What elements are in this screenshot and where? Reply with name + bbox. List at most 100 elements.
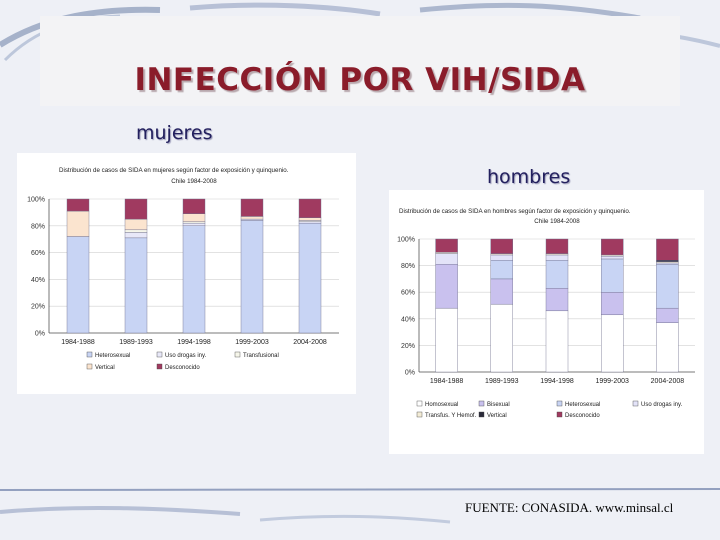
men-y-tick-label: 20%	[401, 343, 415, 350]
men-bar-segment-heterosexual-1989-1993	[490, 260, 514, 280]
label-women: mujeres	[136, 122, 213, 144]
women-x-tick-label: 1984-1988	[61, 339, 95, 346]
women-legend-label: Uso drogas iny.	[165, 353, 207, 359]
slide-title: INFECCIÓN POR VIH/SIDA	[134, 62, 586, 98]
women-bar-segment-transfusional-1989-1993	[124, 229, 148, 233]
women-bar-segment-vertical-1984-1988	[66, 210, 90, 237]
men-bar-segment-desconocido-1989-1993	[490, 238, 514, 254]
men-legend-swatch	[416, 411, 423, 418]
women-legend-swatch	[234, 351, 241, 358]
men-bar-segment-homosexual-2004-2008	[656, 322, 679, 373]
men-bar-segment-desconocido-1994-1998	[545, 238, 569, 254]
men-legend-label: Uso drogas iny.	[641, 402, 683, 408]
men-bar-segment-heterosexual-1999-2003	[600, 258, 624, 293]
women-bar-segment-desconocido-1999-2003	[240, 198, 264, 217]
men-legend-swatch	[416, 400, 423, 407]
women-y-tick-label: 0%	[35, 331, 45, 338]
men-bar-segment-heterosexual-1994-1998	[545, 260, 569, 289]
men-x-tick-label: 1999-2003	[595, 378, 629, 385]
men-x-tick-label: 2004-2008	[651, 378, 685, 385]
men-bar-segment-homosexual-1994-1998	[545, 310, 569, 373]
men-legend-swatch	[632, 400, 639, 407]
women-legend-swatch	[156, 351, 163, 358]
men-chart-title: Distribución de casos de SIDA en hombres…	[399, 208, 631, 215]
women-chart-subtitle: Chile 1984-2008	[171, 178, 217, 185]
women-y-tick-label: 60%	[31, 250, 45, 257]
men-legend-label: Vertical	[487, 413, 507, 419]
women-bar-segment-heterosexual-1994-1998	[182, 225, 206, 334]
label-men: hombres	[487, 166, 571, 188]
men-bar-segment-homosexual-1999-2003	[600, 314, 624, 373]
women-chart-title: Distribución de casos de SIDA en mujeres…	[59, 167, 289, 174]
men-bar-segment-bisexual-2004-2008	[656, 307, 679, 323]
men-bar-segment-heterosexual-2004-2008	[656, 264, 679, 309]
women-y-tick-label: 40%	[31, 277, 45, 284]
women-bar-segment-uso-drogas-iny--1989-1993	[124, 232, 148, 239]
men-y-tick-label: 40%	[401, 316, 415, 323]
men-y-tick-label: 60%	[401, 290, 415, 297]
men-y-tick-label: 0%	[405, 370, 415, 377]
women-x-tick-label: 1999-2003	[235, 339, 269, 346]
men-bar-segment-bisexual-1989-1993	[490, 278, 514, 305]
women-legend-label: Vertical	[95, 365, 115, 371]
men-legend-label: Transfus. Y Hemof.	[425, 413, 477, 419]
women-legend-label: Heterosexual	[95, 353, 130, 359]
women-bar-segment-vertical-1989-1993	[124, 218, 148, 231]
women-bar-segment-vertical-1994-1998	[182, 213, 206, 222]
men-bar-segment-desconocido-1999-2003	[600, 238, 624, 256]
women-bar-segment-uso-drogas-iny--2004-2008	[298, 221, 322, 224]
men-y-tick-label: 80%	[401, 263, 415, 270]
women-bar-segment-desconocido-1994-1998	[182, 198, 206, 214]
women-y-tick-label: 20%	[31, 304, 45, 311]
men-bar-segment-bisexual-1994-1998	[545, 288, 569, 312]
men-x-tick-label: 1984-1988	[430, 378, 464, 385]
men-bar-segment-homosexual-1989-1993	[490, 303, 514, 373]
men-chart-subtitle: Chile 1984-2008	[534, 218, 580, 225]
women-legend-swatch	[86, 351, 93, 358]
men-bar-segment-bisexual-1999-2003	[600, 291, 624, 316]
men-legend-swatch	[556, 411, 563, 418]
men-legend-label: Heterosexual	[565, 402, 600, 408]
men-bar-segment-bisexual-1984-1988	[435, 264, 458, 309]
men-bar-segment-desconocido-2004-2008	[656, 238, 679, 261]
women-y-tick-label: 100%	[27, 197, 45, 204]
women-bar-segment-heterosexual-1984-1988	[66, 236, 90, 334]
title-band	[40, 16, 680, 106]
men-legend-label: Bisexual	[487, 402, 510, 408]
men-bar-segment-uso-drogas-iny--1994-1998	[545, 254, 569, 261]
men-legend-swatch	[478, 411, 485, 418]
women-bar-segment-vertical-1999-2003	[240, 216, 264, 220]
men-bar-segment-uso-drogas-iny--1989-1993	[490, 254, 514, 261]
men-x-tick-label: 1989-1993	[485, 378, 519, 385]
women-bar-segment-heterosexual-1989-1993	[124, 237, 148, 334]
men-bar-segment-uso-drogas-iny--1984-1988	[435, 253, 458, 265]
chart-men-card: Distribución de casos de SIDA en hombres…	[389, 190, 704, 454]
men-y-tick-label: 100%	[397, 237, 415, 244]
men-bar-segment-uso-drogas-iny--1999-2003	[600, 256, 624, 260]
women-bar-segment-desconocido-1984-1988	[66, 198, 90, 212]
source-citation: FUENTE: CONASIDA. www.minsal.cl	[465, 500, 674, 515]
men-x-tick-label: 1994-1998	[540, 378, 574, 385]
women-legend-label: Transfusional	[243, 353, 279, 359]
women-x-tick-label: 1989-1993	[119, 339, 153, 346]
men-bar-segment-homosexual-1984-1988	[435, 307, 458, 373]
chart-women: Distribución de casos de SIDA en mujeres…	[27, 167, 339, 371]
women-legend-swatch	[156, 363, 163, 370]
women-bar-segment-vertical-2004-2008	[298, 217, 322, 221]
chart-women-card: Distribución de casos de SIDA en mujeres…	[17, 153, 356, 394]
women-bar-segment-heterosexual-2004-2008	[298, 222, 322, 334]
women-x-tick-label: 1994-1998	[177, 339, 211, 346]
women-bar-segment-desconocido-1989-1993	[124, 198, 148, 220]
men-legend-swatch	[478, 400, 485, 407]
women-bar-segment-desconocido-2004-2008	[298, 198, 322, 218]
chart-men: Distribución de casos de SIDA en hombres…	[397, 208, 695, 419]
men-legend-swatch	[556, 400, 563, 407]
women-bar-segment-heterosexual-1999-2003	[240, 220, 264, 334]
bottom-divider-line	[0, 488, 720, 491]
women-x-tick-label: 2004-2008	[293, 339, 327, 346]
women-bar-segment-uso-drogas-iny--1999-2003	[240, 218, 264, 221]
men-legend-label: Desconocido	[565, 413, 600, 419]
women-y-tick-label: 80%	[31, 223, 45, 230]
men-legend-label: Homosexual	[425, 402, 458, 408]
women-legend-swatch	[86, 363, 93, 370]
